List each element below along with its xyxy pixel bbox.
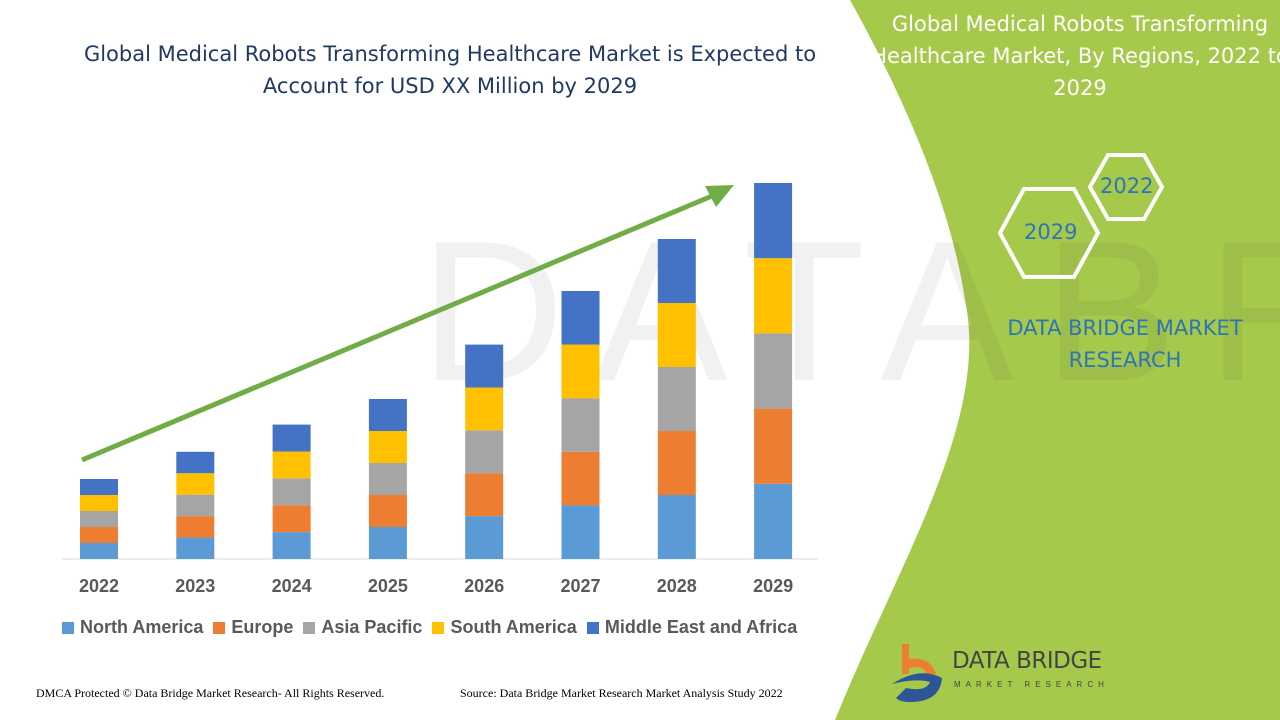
bar-segment-2024-asia-pacific	[272, 478, 311, 506]
legend-swatch	[62, 621, 74, 634]
bar-segment-2023-asia-pacific	[176, 494, 215, 517]
side-panel-title: Global Medical Robots Transforming Healt…	[871, 12, 1280, 100]
logo-b-icon	[892, 644, 942, 702]
bar-segment-2029-south-america	[754, 258, 793, 334]
bar-segment-2025-middle-east-and-africa	[368, 399, 407, 431]
legend-label: Europe	[231, 617, 294, 637]
x-tick-label: 2026	[464, 576, 504, 596]
logo-sub-text: MARKET RESEARCH	[954, 680, 1109, 689]
bar-segment-2026-south-america	[465, 387, 504, 431]
bar-segment-2025-europe	[368, 495, 407, 527]
bar-segment-2025-south-america	[368, 431, 407, 463]
bar-segment-2027-middle-east-and-africa	[561, 291, 600, 345]
bar-segment-2023-south-america	[176, 473, 215, 495]
hex-2022-icon	[1087, 153, 1165, 221]
bar-segment-2023-middle-east-and-africa	[176, 451, 215, 474]
hex-2022-label: 2022	[1100, 174, 1154, 198]
bar-segment-2023-north-america	[176, 537, 215, 559]
legend-item: Asia Pacific	[303, 617, 422, 638]
bar-segment-2022-europe	[80, 527, 118, 543]
legend-item: Middle East and Africa	[586, 617, 798, 638]
legend-swatch	[432, 621, 445, 634]
bar-segment-2027-south-america	[561, 344, 600, 399]
x-tick-label: 2029	[753, 576, 793, 596]
bar-segment-2025-north-america	[368, 527, 407, 559]
bar-segment-2026-europe	[465, 473, 504, 517]
legend-label: North America	[80, 617, 204, 637]
bar-segment-2029-asia-pacific	[754, 333, 793, 409]
chart-title: Global Medical Robots Transforming Healt…	[83, 42, 817, 98]
bar-segment-2029-europe	[754, 408, 793, 484]
bar-segment-2026-asia-pacific	[465, 430, 504, 474]
x-tick-label: 2023	[175, 576, 215, 596]
bar-segment-2024-middle-east-and-africa	[272, 424, 311, 452]
bar-segment-2029-middle-east-and-africa	[754, 183, 793, 259]
brand-text: DATA BRIDGE MARKET RESEARCH	[1007, 316, 1243, 372]
legend-item: South America	[432, 617, 577, 638]
bar-segment-2026-middle-east-and-africa	[465, 344, 504, 388]
x-tick-label: 2022	[79, 576, 119, 596]
hex-2029-label: 2029	[1024, 220, 1078, 244]
bar-segment-2022-middle-east-and-africa	[80, 479, 118, 495]
bar-segment-2028-north-america	[657, 495, 696, 559]
bar-segment-2024-europe	[272, 505, 311, 533]
copyright-note: DMCA Protected © Data Bridge Market Rese…	[36, 686, 385, 700]
hex-2029-icon	[997, 187, 1101, 279]
bar-segment-2028-south-america	[657, 303, 696, 367]
legend-item: North America	[62, 617, 203, 638]
legend-label: South America	[450, 617, 577, 637]
bar-segment-2024-north-america	[272, 532, 311, 559]
legend: North America Europe Asia Pacific South Ame…	[62, 617, 797, 638]
bar-segment-2028-europe	[657, 431, 696, 495]
legend-swatch	[586, 621, 599, 634]
bar-segment-2023-europe	[176, 516, 215, 538]
bar-segment-2022-north-america	[80, 543, 118, 559]
bar-segment-2027-europe	[561, 451, 600, 506]
bar-segment-2028-asia-pacific	[657, 367, 696, 431]
source-note: Source: Data Bridge Market Research Mark…	[460, 686, 783, 700]
legend-label: Asia Pacific	[321, 617, 423, 637]
bar-segment-2029-north-america	[754, 483, 793, 559]
x-tick-label: 2024	[272, 576, 312, 596]
side-panel	[835, 0, 1280, 720]
trend-arrow	[81, 185, 734, 463]
legend-label: Middle East and Africa	[604, 617, 798, 637]
x-tick-label: 2027	[560, 576, 600, 596]
bar-segment-2027-asia-pacific	[561, 398, 600, 452]
legend-swatch	[213, 621, 226, 634]
bar-segment-2026-north-america	[465, 516, 504, 559]
x-tick-label: 2028	[657, 576, 697, 596]
legend-item: Europe	[213, 617, 293, 638]
legend-swatch	[303, 621, 316, 634]
x-tick-label: 2025	[368, 576, 408, 596]
data-bridge-logo: DATA BRIDGE MARKET RESEARCH	[890, 640, 1110, 706]
bar-segment-2022-asia-pacific	[80, 511, 118, 527]
logo-main-text: DATA BRIDGE	[952, 648, 1102, 674]
bar-segment-2024-south-america	[272, 451, 311, 479]
bar-segment-2027-north-america	[561, 505, 600, 559]
bar-segment-2022-south-america	[80, 495, 118, 511]
bar-segment-2025-asia-pacific	[368, 463, 407, 495]
bar-segment-2028-middle-east-and-africa	[657, 239, 696, 303]
